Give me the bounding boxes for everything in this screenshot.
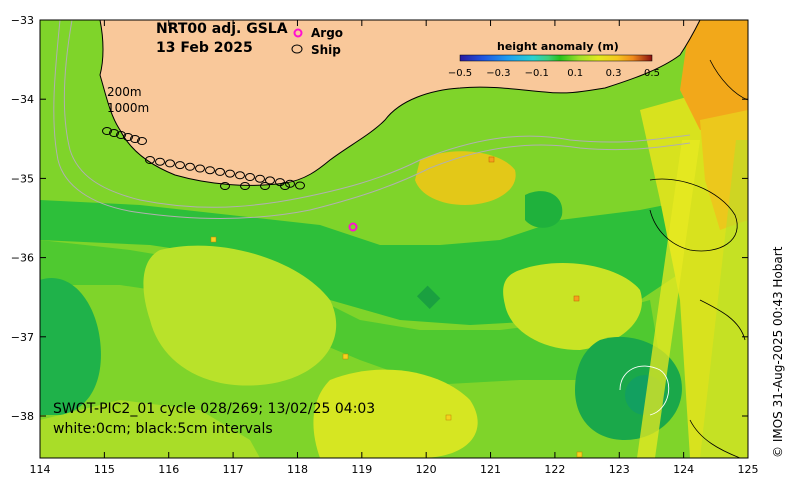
ship-station-marker — [137, 137, 147, 145]
colorbar: height anomaly (m) −0.5 −0.3 −0.1 0.1 0.3 0.5 — [448, 40, 660, 79]
colorbar-ramp — [459, 54, 653, 62]
x-tick-label: 118 — [287, 463, 308, 476]
ship-station-marker — [145, 156, 155, 164]
contour-caption: white:0cm; black:5cm intervals — [53, 421, 273, 437]
ship-station-marker — [102, 127, 112, 135]
credit-text: © IMOS 31-Aug-2025 00:43 Hobart — [771, 246, 785, 458]
argo-legend-label: Argo — [311, 26, 343, 40]
ship-station-marker — [220, 182, 230, 190]
x-tick-label: 120 — [416, 463, 437, 476]
sea-level-field — [40, 20, 748, 458]
ship-station-marker — [235, 171, 245, 180]
ship-station-marker — [265, 176, 275, 185]
colorbar-tick-label: −0.5 — [448, 68, 472, 79]
argo-legend-icon — [293, 28, 303, 38]
map-date: 13 Feb 2025 — [156, 40, 253, 56]
ship-station-marker — [130, 135, 140, 143]
isobath-1000m-label: 1000m — [107, 101, 149, 115]
x-tick-label: 125 — [738, 463, 759, 476]
map-title: NRT00 adj. GSLA — [156, 21, 288, 37]
ship-station-marker — [195, 164, 205, 173]
y-tick-label: −35 — [11, 172, 34, 185]
y-tick-label: −33 — [11, 14, 34, 27]
ship-track — [102, 127, 305, 190]
x-tick-label: 122 — [544, 463, 565, 476]
y-tick-label: −34 — [11, 93, 34, 106]
argo-float-marker — [348, 222, 358, 232]
ship-station-marker — [225, 169, 235, 178]
plot-frame — [39, 19, 749, 459]
isobath-200m-label: 200m — [107, 85, 142, 99]
x-tick-label: 115 — [94, 463, 115, 476]
x-tick-label: 121 — [480, 463, 501, 476]
ship-station-marker — [165, 159, 175, 168]
ship-station-marker — [185, 162, 195, 171]
y-tick-label: −37 — [11, 331, 34, 344]
y-tick-label: −36 — [11, 252, 34, 265]
colorbar-title: height anomaly (m) — [497, 40, 619, 53]
ship-legend-icon — [291, 44, 303, 54]
ship-station-marker — [175, 161, 185, 170]
ship-station-marker — [240, 182, 250, 190]
swot-caption: SWOT-PIC2_01 cycle 028/269; 13/02/25 04:… — [53, 401, 375, 417]
x-tick-label: 124 — [673, 463, 694, 476]
colorbar-tick-label: 0.1 — [567, 68, 583, 79]
x-axis: 114 115 116 117 118 119 120 121 122 123 124 125 — [30, 20, 759, 476]
x-tick-label: 119 — [351, 463, 372, 476]
ship-station-marker — [245, 173, 255, 181]
ship-station-marker — [205, 166, 215, 175]
ship-station-marker — [260, 182, 270, 190]
ship-station-marker — [280, 182, 290, 190]
legend: Argo Ship — [291, 26, 343, 57]
ship-station-marker — [123, 133, 133, 141]
colorbar-tick-label: −0.3 — [486, 68, 510, 79]
x-tick-label: 114 — [30, 463, 51, 476]
ship-station-marker — [295, 181, 305, 190]
ship-station-marker — [215, 167, 225, 176]
y-tick-label: −38 — [11, 410, 34, 423]
ship-station-marker — [285, 179, 295, 188]
ship-station-marker — [116, 131, 126, 139]
ship-station-marker — [109, 129, 119, 137]
x-tick-label: 123 — [609, 463, 630, 476]
colorbar-tick-label: −0.1 — [525, 68, 549, 79]
ship-station-marker — [255, 174, 265, 183]
x-tick-label: 116 — [158, 463, 179, 476]
colorbar-tick-label: 0.5 — [644, 68, 660, 79]
ship-station-marker — [155, 157, 165, 166]
x-tick-label: 117 — [223, 463, 244, 476]
ship-legend-label: Ship — [311, 43, 341, 57]
float-markers — [210, 156, 583, 458]
y-axis: −33 −34 −35 −36 −37 −38 — [11, 14, 748, 423]
colorbar-tick-label: 0.3 — [606, 68, 622, 79]
